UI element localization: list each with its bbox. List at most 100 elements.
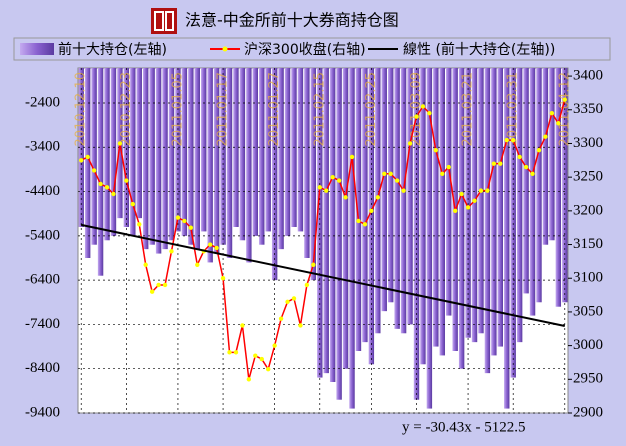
- line-marker: [162, 282, 168, 288]
- y2-tick-label: 3300: [573, 135, 603, 151]
- x-tick-label: 2010.12.10: [74, 72, 89, 146]
- bar: [213, 68, 220, 254]
- x-tick-label: 2011.02.25: [364, 72, 379, 146]
- bar: [400, 68, 407, 334]
- y2-tick-label: 3050: [573, 303, 603, 319]
- line-marker: [227, 350, 232, 355]
- line-marker: [169, 249, 174, 254]
- bar: [536, 68, 542, 303]
- line-marker: [394, 178, 400, 183]
- bar: [484, 68, 491, 374]
- bar: [439, 68, 445, 356]
- line-marker: [111, 191, 116, 197]
- line-marker: [330, 174, 335, 180]
- bar: [368, 68, 375, 365]
- legend-label: 線性 (前十大持仓(左轴)): [403, 41, 555, 58]
- line-marker: [523, 164, 529, 170]
- logo: [151, 8, 177, 34]
- bar: [349, 68, 355, 409]
- line-marker: [85, 154, 90, 160]
- bar: [433, 68, 439, 347]
- line-marker: [240, 323, 245, 328]
- y-tick-label: -9400: [25, 404, 60, 420]
- line-marker: [407, 141, 413, 146]
- x-tick-label: 2011.03.09: [409, 72, 424, 146]
- line-marker: [265, 367, 271, 372]
- line-marker: [98, 181, 103, 187]
- y2-tick-label: 3000: [573, 337, 603, 353]
- bar: [104, 68, 110, 241]
- line-marker: [291, 296, 297, 301]
- bar: [252, 68, 259, 236]
- y-tick-label: -2400: [25, 94, 60, 110]
- line-marker: [556, 121, 561, 126]
- y2-tick-label: 2950: [573, 371, 603, 387]
- x-tick-label: 2011.02.15: [312, 72, 327, 146]
- y-tick-label: -3400: [25, 139, 60, 155]
- line-marker: [253, 353, 258, 358]
- bar: [246, 68, 252, 263]
- bar: [136, 68, 142, 219]
- bar: [317, 68, 323, 378]
- bar: [510, 68, 516, 378]
- line-marker: [117, 141, 123, 146]
- line-marker: [362, 222, 368, 227]
- chart-title: 法意-中金所前十大券商持仓图: [185, 11, 399, 30]
- line-marker: [485, 188, 490, 193]
- bar: [523, 68, 529, 294]
- bar: [497, 68, 504, 347]
- y2-tick-label: 3250: [573, 169, 603, 185]
- line-marker: [349, 154, 355, 160]
- bar: [278, 68, 284, 250]
- bar: [123, 68, 130, 227]
- line-marker: [517, 154, 522, 160]
- line-marker: [510, 137, 516, 143]
- bar: [91, 68, 97, 245]
- line-marker: [304, 282, 310, 288]
- trendline-equation: y = -30.43x - 5122.5: [402, 419, 525, 435]
- bar: [555, 68, 562, 307]
- y2-tick-label: 2900: [573, 404, 603, 420]
- line-marker: [195, 262, 200, 267]
- y-tick-label: -5400: [25, 227, 60, 243]
- legend-swatch: [20, 43, 54, 55]
- line-marker: [382, 171, 387, 176]
- line-marker: [137, 222, 142, 227]
- bar: [201, 68, 207, 232]
- line-marker: [530, 171, 535, 176]
- bar: [130, 68, 136, 236]
- category-labels: 2010.12.10 2010.12.23 2011.01.05 2011.01.17…: [74, 72, 573, 146]
- line-marker: [452, 208, 458, 214]
- bar: [162, 68, 168, 250]
- y2-tick-label: 3100: [573, 270, 603, 286]
- bar: [226, 68, 233, 258]
- trendline: [81, 223, 565, 327]
- line-marker: [433, 148, 439, 153]
- line-marker: [91, 168, 97, 173]
- bar: [420, 68, 426, 365]
- bar: [458, 68, 465, 369]
- line-marker: [427, 110, 432, 116]
- bar: [471, 68, 478, 343]
- grid: [78, 68, 568, 414]
- bar: [362, 68, 368, 343]
- line-marker: [214, 245, 219, 251]
- y2-tick-label: 3150: [573, 236, 603, 252]
- bar: [529, 68, 536, 316]
- y2-tick-label: 3200: [573, 202, 603, 218]
- line-marker: [478, 188, 484, 193]
- x-tick-label: 2011.03.31: [506, 72, 521, 146]
- legend-frame: [13, 37, 611, 61]
- bar: [220, 68, 226, 245]
- bar: [181, 68, 188, 236]
- line-marker: [549, 110, 555, 116]
- line-marker: [124, 178, 129, 183]
- bar: [491, 68, 497, 356]
- line-marker: [220, 276, 226, 281]
- line-marker: [207, 242, 213, 247]
- x-tick-label: 2011.04.12: [557, 72, 572, 146]
- bar: [542, 68, 549, 245]
- bar: [284, 68, 291, 236]
- bar: [355, 68, 362, 351]
- line-marker: [343, 195, 348, 200]
